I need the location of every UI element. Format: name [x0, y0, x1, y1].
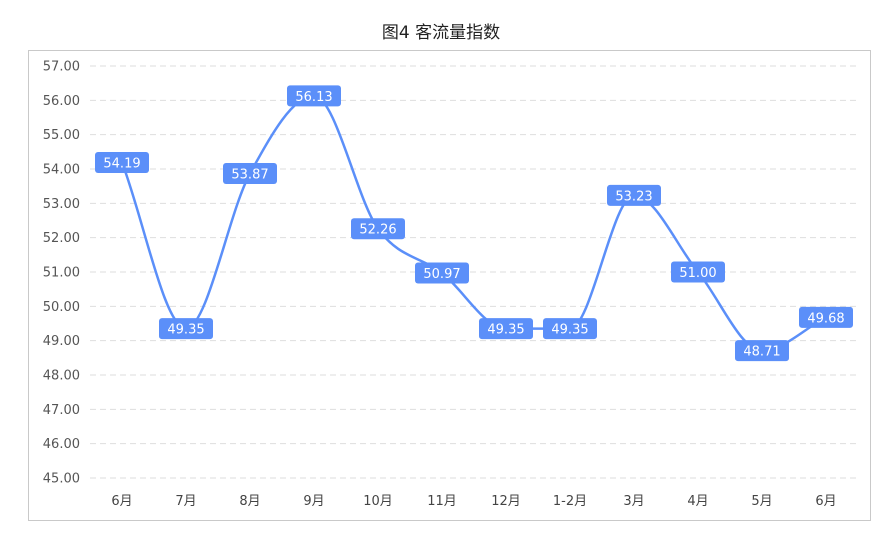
data-label-box [287, 85, 341, 107]
data-label: 51.00 [679, 266, 716, 281]
data-label: 52.26 [359, 223, 396, 238]
chart-frame [28, 50, 871, 521]
data-label-box [543, 318, 597, 340]
series-line [120, 94, 827, 352]
y-tick-label: 55.00 [43, 128, 80, 143]
data-label-box [799, 306, 853, 328]
data-label: 53.23 [615, 189, 652, 204]
data-label: 54.19 [103, 156, 140, 171]
y-tick-label: 49.00 [43, 334, 80, 349]
x-tick-label: 11月 [427, 494, 457, 509]
data-label-box [671, 261, 725, 283]
y-tick-label: 52.00 [43, 231, 80, 246]
x-tick-label: 6月 [111, 494, 132, 509]
y-tick-label: 51.00 [43, 266, 80, 281]
data-label-box [223, 162, 277, 184]
x-tick-label: 8月 [239, 494, 260, 509]
x-tick-label: 7月 [175, 494, 196, 509]
data-label: 56.13 [295, 90, 332, 105]
x-tick-label: 4月 [687, 494, 708, 509]
x-tick-label: 3月 [623, 494, 644, 509]
y-tick-label: 47.00 [43, 403, 80, 418]
data-label-box [607, 184, 661, 206]
data-label: 49.68 [807, 311, 844, 326]
y-tick-label: 54.00 [43, 163, 80, 178]
data-label: 48.71 [743, 345, 780, 360]
y-tick-label: 57.00 [43, 60, 80, 75]
x-tick-label: 12月 [491, 494, 521, 509]
y-tick-label: 45.00 [43, 472, 80, 487]
data-label: 50.97 [423, 267, 460, 282]
x-tick-label: 5月 [751, 494, 772, 509]
x-tick-label: 10月 [363, 494, 393, 509]
data-label: 49.35 [487, 323, 524, 338]
data-label: 53.87 [231, 167, 268, 182]
x-tick-label: 1-2月 [553, 494, 587, 509]
y-tick-label: 53.00 [43, 197, 80, 212]
data-label-box [735, 340, 789, 362]
data-label-box [479, 318, 533, 340]
y-tick-label: 48.00 [43, 369, 80, 384]
data-label-box [159, 318, 213, 340]
data-label-box [95, 151, 149, 173]
y-tick-label: 50.00 [43, 300, 80, 315]
chart-title: 图4 客流量指数 [381, 23, 501, 43]
y-tick-label: 46.00 [43, 437, 80, 452]
data-label: 49.35 [551, 323, 588, 338]
data-label-box [351, 218, 405, 240]
x-tick-label: 6月 [815, 494, 836, 509]
y-tick-label: 56.00 [43, 94, 80, 109]
x-tick-label: 9月 [303, 494, 324, 509]
data-label: 49.35 [167, 323, 204, 338]
data-label-box [415, 262, 469, 284]
